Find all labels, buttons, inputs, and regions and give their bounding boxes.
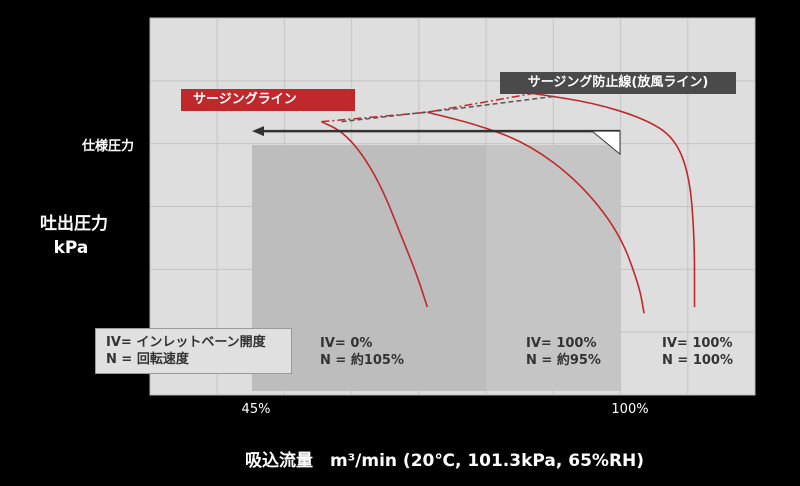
performance-curve-3: [533, 92, 696, 308]
y-axis-label: 吐出圧力 kPa: [40, 212, 108, 260]
y-axis-label-line2: kPa: [53, 238, 89, 258]
x-tick-100: 100%: [611, 402, 649, 417]
performance-curve-2: [427, 111, 645, 314]
x-axis-label: 吸込流量 m³/min (20℃, 101.3kPa, 65%RH): [245, 451, 645, 471]
x-tick-45: 45%: [241, 402, 271, 417]
anti-surge-marker-triangle: [590, 130, 621, 156]
curve-label-2-iv: IV= 100%: [526, 336, 597, 351]
surge-line-tag: サージングライン: [181, 89, 355, 111]
anti-surge-line-tag: サージング防止線(放風ライン): [500, 72, 736, 94]
curve-label-3-iv: IV= 100%: [662, 336, 733, 351]
legend-iv: IV= インレットベーン開度: [106, 335, 266, 350]
legend-n: N = 回転速度: [106, 352, 189, 367]
legend-box: IV= インレットベーン開度 N = 回転速度: [95, 328, 292, 374]
curve-label-2-n: N = 約95%: [526, 353, 601, 368]
curve-label-1-iv: IV= 0%: [320, 336, 373, 351]
curve-label-3-n: N = 100%: [662, 353, 733, 368]
curve-label-1-n: N = 約105%: [320, 353, 404, 368]
spec-pressure-label: 仕様圧力: [82, 139, 135, 154]
curve-label-3: IV= 100% N = 100%: [662, 335, 733, 369]
operating-range-arrowhead: [252, 126, 264, 137]
performance-curve-1: [321, 120, 429, 308]
operating-range-inner: [486, 145, 620, 391]
curves-group: [252, 92, 696, 314]
anti-surge-line: [341, 95, 554, 123]
y-axis-label-line1: 吐出圧力: [40, 214, 108, 234]
curve-label-1: IV= 0% N = 約105%: [320, 335, 404, 369]
surge-line: [321, 92, 534, 123]
curve-label-2: IV= 100% N = 約95%: [526, 335, 601, 369]
